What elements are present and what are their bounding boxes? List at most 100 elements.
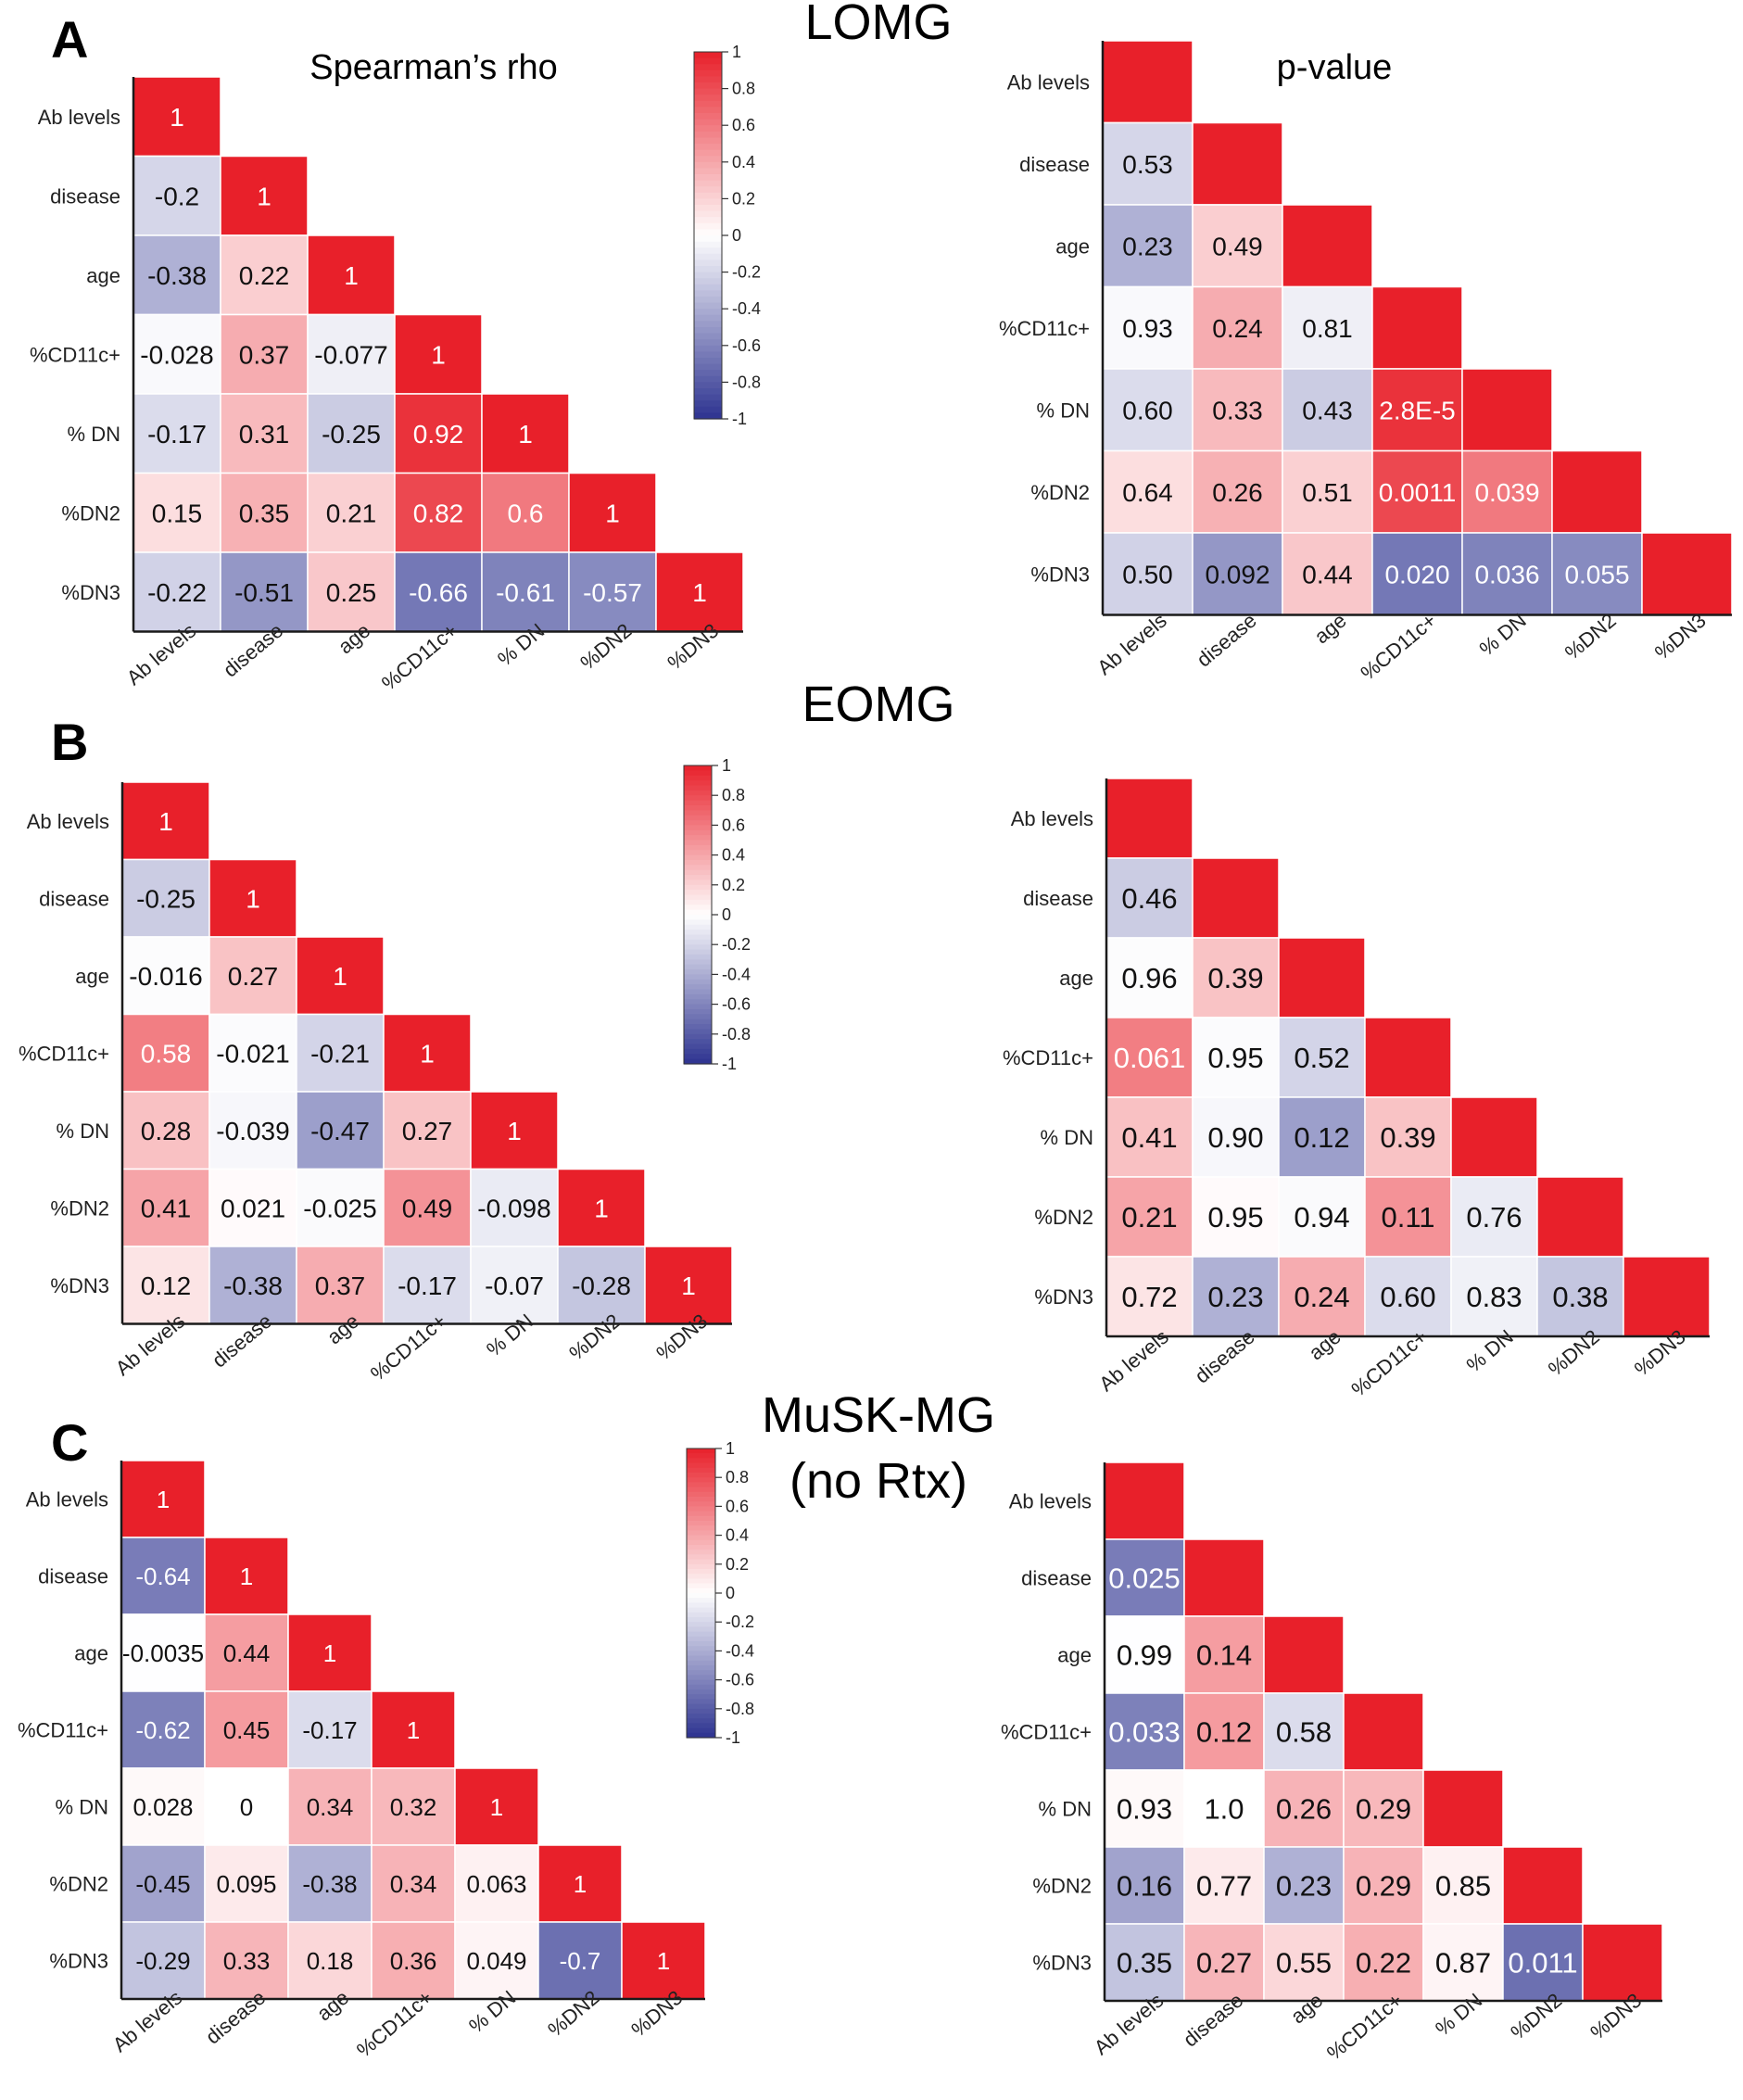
cell-label-pb-pval-r2-c1: 0.39 (1207, 962, 1263, 994)
colorbar-segment-pc-rho-47 (687, 1675, 715, 1681)
colorbar-segment-pa-rho-23 (694, 192, 722, 199)
cell-label-pa-pval-r6-c0: 0.50 (1122, 560, 1173, 588)
cell-label-pc-pval-r5-c0: 0.16 (1117, 1870, 1172, 1903)
colorbar-segment-pc-rho-4 (687, 1467, 715, 1474)
group-title-musk: MuSK-MG (762, 1387, 995, 1443)
row-label-pb-rho-2: age (75, 965, 109, 988)
heatmap-cell-pa-rho-r3-c1 (220, 313, 309, 395)
heatmap-cell-pc-rho-r2-c2 (287, 1613, 373, 1692)
cell-label-pa-rho-r6-c1: -0.51 (234, 578, 294, 607)
colorbar-segment-pb-rho-33 (684, 930, 712, 936)
heatmap-cell-pc-rho-r6-c5 (537, 1921, 623, 2000)
cell-label-pc-rho-r3-c2: -0.17 (302, 1716, 357, 1744)
cell-label-pa-pval-r5-c4: 0.039 (1474, 478, 1539, 507)
cell-label-pb-pval-r6-c1: 0.23 (1207, 1281, 1263, 1313)
colorbar-segment-pc-rho-58 (687, 1727, 715, 1734)
cell-label-pb-pval-r4-c1: 0.90 (1207, 1121, 1263, 1154)
cell-label-pc-pval-r5-c3: 0.29 (1356, 1870, 1411, 1903)
colorbar-segment-pa-rho-25 (694, 205, 722, 212)
heatmap-cell-pc-pval-r5-c4 (1422, 1846, 1504, 1925)
cell-label-pb-pval-r2-c0: 0.96 (1121, 962, 1177, 994)
cell-label-pb-rho-r4-c3: 0.27 (402, 1117, 453, 1145)
heatmap-cell-pb-rho-r2-c1 (208, 936, 297, 1016)
heatmap-cell-pc-rho-r3-c2 (287, 1690, 373, 1769)
heatmap-cell-pb-pval-r6-c3 (1364, 1256, 1452, 1337)
colorbar-tick-label-pb-rho-1: 0.8 (722, 786, 745, 804)
cell-label-pc-rho-r6-c1: 0.33 (223, 1947, 271, 1975)
heatmap-cell-pb-pval-r5-c4 (1450, 1176, 1538, 1258)
heatmap-cell-pc-rho-r5-c2 (287, 1844, 373, 1923)
heatmap-cell-pb-pval-r5-c3 (1364, 1176, 1452, 1258)
heatmap-cell-pa-pval-r1-c0 (1102, 121, 1194, 206)
heatmap-cell-pb-rho-r4-c4 (470, 1091, 559, 1170)
colorbar-segment-pb-rho-23 (684, 879, 712, 886)
heatmap-cell-pb-rho-r6-c0 (121, 1246, 210, 1325)
col-label-pa-pval-0: Ab levels (1093, 609, 1170, 680)
cell-label-pb-rho-r3-c1: -0.021 (216, 1039, 289, 1068)
colorbar-segment-pa-rho-50 (694, 358, 722, 365)
cell-label-pa-rho-r5-c4: 0.6 (508, 499, 544, 527)
row-label-pa-rho-3: %CD11c+ (30, 343, 120, 366)
heatmap-cell-pc-pval-r6-c4 (1422, 1923, 1504, 2002)
heatmap-cell-pa-pval-r4-c4 (1461, 368, 1553, 452)
heatmap-cell-pc-pval-r6-c1 (1183, 1923, 1265, 2002)
col-label-pa-pval-6: %DN3 (1650, 609, 1711, 664)
colorbar-tick-label-pc-rho-10: -1 (726, 1728, 740, 1747)
row-label-pa-rho-5: %DN2 (61, 501, 120, 525)
cell-label-pa-pval-r6-c1: 0.092 (1205, 560, 1269, 588)
colorbar-segment-pb-rho-5 (684, 790, 712, 796)
heatmap-cell-pc-rho-r1-c1 (204, 1537, 289, 1615)
heatmap-cell-pc-pval-r5-c0 (1104, 1846, 1185, 1925)
colorbar-segment-pc-rho-38 (687, 1631, 715, 1638)
cell-label-pb-rho-r1-c0: -0.25 (136, 884, 196, 913)
heatmap-cell-pc-rho-r6-c3 (371, 1921, 456, 2000)
heatmap-cell-pc-rho-r5-c0 (120, 1844, 206, 1923)
colorbar-segment-pb-rho-31 (684, 919, 712, 926)
heatmap-cell-pb-pval-r4-c1 (1192, 1096, 1280, 1178)
colorbar-segment-pc-rho-20 (687, 1545, 715, 1550)
colorbar-segment-pa-rho-9 (694, 107, 722, 114)
heatmap-cell-pb-rho-r3-c2 (296, 1013, 385, 1093)
colorbar-segment-pc-rho-54 (687, 1708, 715, 1714)
colorbar-segment-pb-rho-13 (684, 829, 712, 836)
cell-label-pb-pval-r6-c5: 0.38 (1552, 1281, 1608, 1313)
cell-label-pc-rho-r2-c0: -0.0035 (122, 1639, 204, 1667)
cell-label-pc-pval-r3-c2: 0.58 (1276, 1716, 1332, 1749)
heatmap-cell-pa-rho-r1-c0 (133, 155, 221, 236)
row-label-pc-pval-5: %DN2 (1032, 1875, 1092, 1898)
row-label-pc-pval-4: % DN (1039, 1798, 1092, 1821)
cell-label-pc-pval-r6-c0: 0.35 (1117, 1947, 1172, 1980)
colorbar-segment-pc-rho-50 (687, 1689, 715, 1695)
colorbar-segment-pa-rho-32 (694, 247, 722, 255)
heatmap-cell-pa-rho-r6-c1 (220, 551, 309, 633)
colorbar-segment-pb-rho-8 (684, 804, 712, 811)
cell-label-pc-pval-r6-c3: 0.22 (1356, 1947, 1411, 1980)
colorbar-segment-pb-rho-40 (684, 964, 712, 970)
cell-label-pa-rho-r4-c4: 1 (518, 420, 533, 449)
cell-label-pa-rho-r5-c3: 0.82 (413, 499, 464, 527)
colorbar-tick-label-pc-rho-4: 0.2 (726, 1555, 749, 1574)
cell-label-pc-rho-r3-c0: -0.62 (135, 1716, 190, 1744)
row-label-pc-pval-6: %DN3 (1032, 1952, 1092, 1975)
heatmap-cell-pc-pval-r6-c0 (1104, 1923, 1185, 2002)
colorbar-segment-pc-rho-25 (687, 1569, 715, 1575)
colorbar-segment-pc-rho-18 (687, 1535, 715, 1541)
colorbar-segment-pc-rho-42 (687, 1651, 715, 1657)
colorbar-segment-pb-rho-9 (684, 810, 712, 816)
cell-label-pa-rho-r2-c1: 0.22 (239, 261, 290, 290)
colorbar-segment-pb-rho-12 (684, 825, 712, 831)
colorbar-segment-pa-rho-47 (694, 339, 722, 347)
colorbar-segment-pc-rho-48 (687, 1679, 715, 1686)
colorbar-tick-label-pa-rho-5: 0 (732, 226, 741, 245)
cell-label-pb-pval-r6-c2: 0.24 (1294, 1281, 1349, 1313)
colorbar-tick-label-pc-rho-9: -0.8 (726, 1700, 754, 1718)
colorbar-segment-pa-rho-43 (694, 314, 722, 322)
cell-label-pc-rho-r3-c3: 1 (407, 1716, 420, 1744)
colorbar-tick-label-pa-rho-9: -0.8 (732, 373, 761, 391)
colorbar-segment-pa-rho-37 (694, 278, 722, 285)
colorbar-segment-pb-rho-34 (684, 934, 712, 941)
colorbar-segment-pc-rho-57 (687, 1723, 715, 1729)
colorbar-segment-pb-rho-53 (684, 1029, 712, 1035)
colorbar-segment-pa-rho-49 (694, 351, 722, 359)
cell-label-pa-pval-r4-c3: 2.8E-5 (1379, 396, 1456, 424)
